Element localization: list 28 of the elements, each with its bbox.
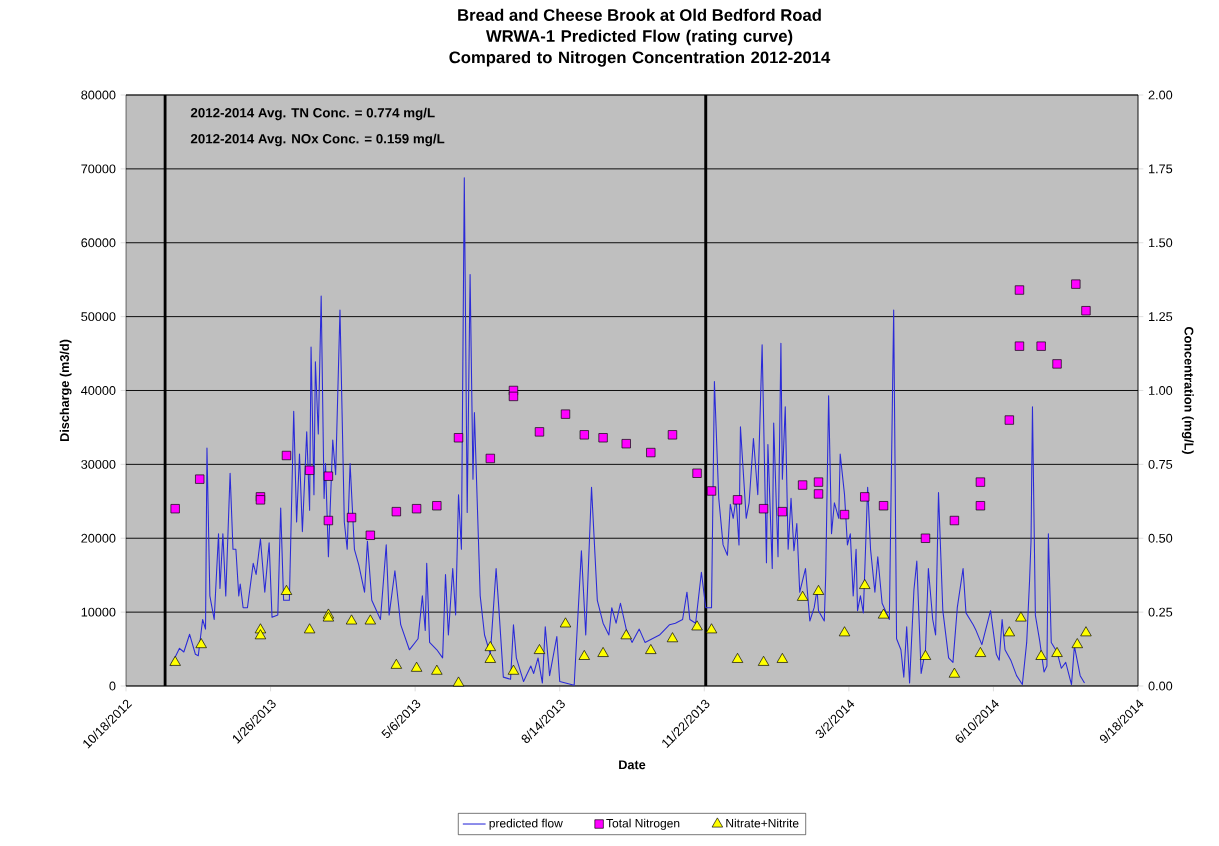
legend-label: Nitrate+Nitrite: [726, 818, 799, 828]
y-axis-title: Discharge (m3/d): [59, 339, 72, 442]
y2-tick-label: 1.25: [1149, 312, 1173, 322]
y-tick-label: 30000: [81, 459, 116, 469]
y2-tick-label: 1.75: [1149, 164, 1173, 174]
y2-tick-label: 0.75: [1148, 459, 1173, 469]
annotation: 2012-2014 Avg. NOx Conc. = 0.159 mg/L: [190, 133, 445, 147]
legend-label: Total Nitrogen: [606, 818, 680, 830]
y-tick-label: 10000: [81, 607, 116, 617]
y-tick-label: 50000: [81, 312, 116, 322]
y2-tick-label: 2.00: [1148, 90, 1173, 100]
legend-label: predicted flow: [489, 818, 563, 830]
y2-tick-label: 1.50: [1149, 238, 1173, 248]
y-tick-label: 70000: [81, 164, 116, 174]
y-tick-label: 0: [109, 681, 116, 691]
y2-tick-label: 1.00: [1149, 386, 1173, 395]
x-axis-title: Date: [619, 760, 646, 770]
y2-axis-title: Concentration (mg/L): [1181, 326, 1194, 454]
y2-tick-label: 0.50: [1148, 533, 1173, 543]
y-tick-label: 20000: [81, 533, 116, 543]
y-tick-label: 80000: [81, 90, 116, 100]
annotation: 2012-2014 Avg. TN Conc. = 0.774 mg/L: [190, 107, 435, 121]
y-tick-label: 60000: [81, 238, 116, 248]
chart-subtitle: WRWA-1 Predicted Flow (rating curve) Compared to Nitrogen Concentration 2012-2014: [449, 29, 831, 67]
y2-tick-label: 0.25: [1148, 607, 1173, 617]
y2-tick-label: 0.00: [1148, 681, 1173, 691]
chart-title: Bread and Cheese Brook at Old Bedford Road: [458, 8, 821, 21]
y-tick-label: 40000: [81, 386, 116, 395]
